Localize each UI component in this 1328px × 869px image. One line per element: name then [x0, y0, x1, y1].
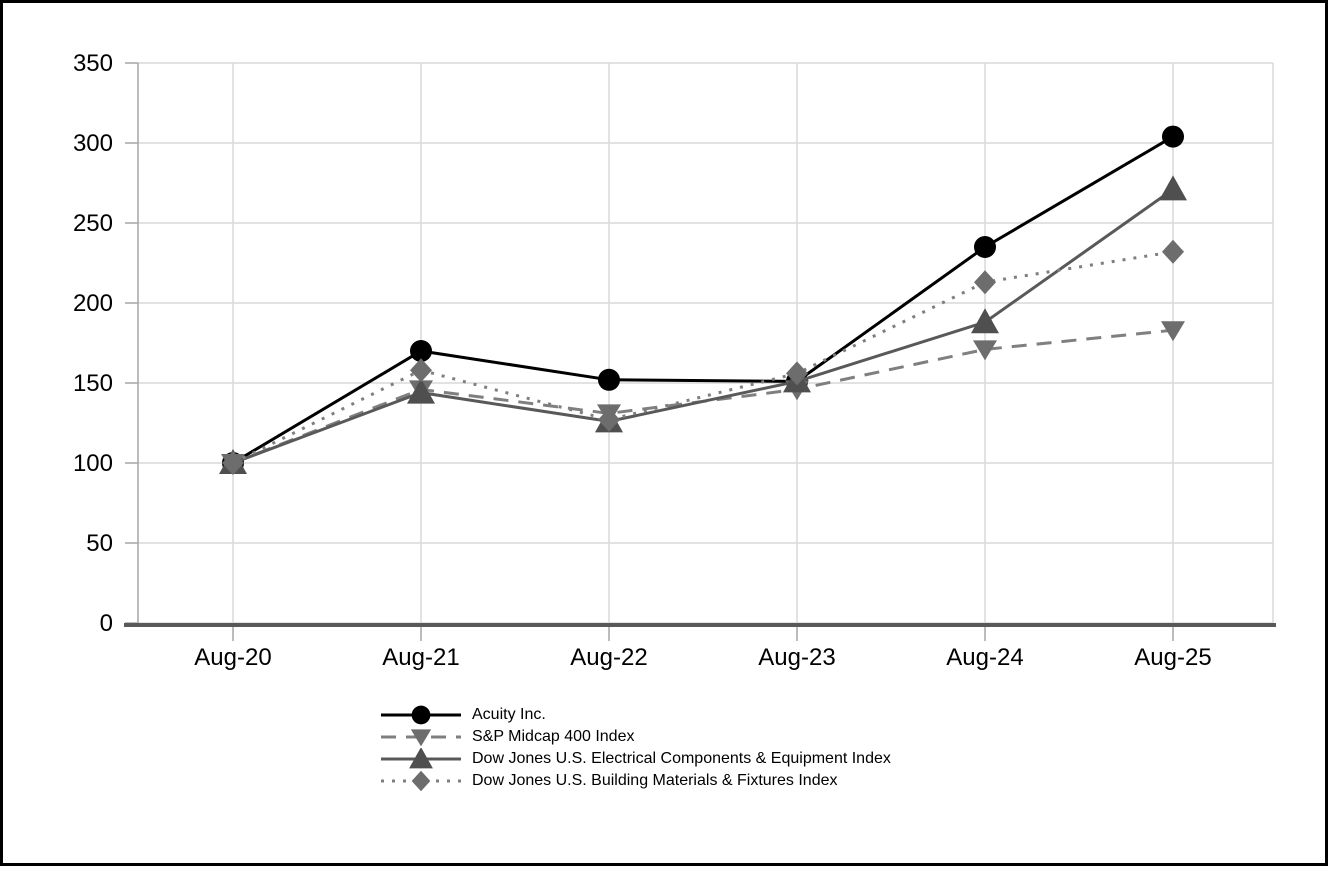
x-tick-label: Aug-23 — [758, 644, 835, 671]
series-0 — [222, 125, 1184, 474]
marker-diamond — [222, 451, 244, 475]
series-1 — [221, 321, 1185, 474]
legend-sample-triangle-up — [381, 748, 461, 769]
chart-legend: Acuity Inc. S&P Midcap 400 Index Dow Jones… — [379, 704, 891, 792]
marker-circle — [974, 236, 996, 258]
x-tick-label: Aug-24 — [946, 644, 1023, 671]
y-tick-label: 50 — [86, 530, 113, 557]
marker-diamond — [410, 358, 432, 383]
marker-circle — [410, 340, 432, 362]
legend-sample-circle — [381, 705, 461, 725]
marker-circle — [1162, 125, 1184, 148]
x-tick-label: Aug-22 — [570, 644, 647, 671]
legend-sample-diamond — [381, 770, 461, 792]
marker-triangle-down — [973, 340, 997, 361]
y-tick-label: 250 — [73, 210, 113, 237]
legend-item-1: S&P Midcap 400 Index — [379, 726, 891, 748]
series-line-1 — [232, 328, 1174, 465]
marker-triangle-up — [1159, 175, 1187, 201]
marker-circle — [411, 705, 431, 725]
x-tick-label: Aug-21 — [382, 644, 459, 671]
legend-sample-triangle-down — [381, 729, 461, 747]
series-line-2 — [232, 188, 1174, 465]
y-tick-label: 100 — [73, 450, 113, 477]
marker-diamond — [1162, 239, 1184, 264]
marker-diamond — [786, 361, 808, 386]
legend-label: Dow Jones U.S. Electrical Components & E… — [472, 750, 891, 767]
marker-triangle-up — [971, 308, 999, 334]
y-tick-label: 300 — [73, 130, 113, 157]
series-2 — [219, 175, 1187, 474]
y-tick-label: 200 — [73, 290, 113, 317]
marker-triangle-up — [407, 378, 435, 404]
marker-triangle-down — [410, 729, 432, 747]
series-3 — [222, 239, 1184, 475]
legend-item-3: Dow Jones U.S. Building Materials & Fixt… — [379, 770, 891, 792]
y-tick-label: 150 — [73, 370, 113, 397]
performance-line-chart: 0 50 100 150 200 250 300 350 Aug-20 Aug-21 Aug-22 A… — [73, 50, 1276, 671]
marker-circle — [598, 368, 620, 391]
marker-diamond — [598, 407, 620, 432]
y-tick-label: 0 — [100, 610, 113, 637]
legend-label: Dow Jones U.S. Building Materials & Fixt… — [472, 772, 838, 789]
legend-label: S&P Midcap 400 Index — [472, 728, 635, 745]
marker-triangle-down — [1161, 321, 1185, 342]
y-tick-label: 350 — [73, 50, 113, 77]
legend-item-0: Acuity Inc. — [379, 704, 891, 726]
marker-diamond — [411, 770, 431, 792]
marker-triangle-up — [409, 748, 433, 769]
legend-label: Acuity Inc. — [472, 706, 546, 723]
x-tick-label: Aug-25 — [1134, 644, 1211, 671]
x-tick-label: Aug-20 — [194, 644, 271, 671]
series-line-0 — [232, 135, 1174, 465]
series-line-3 — [232, 250, 1174, 465]
legend-item-2: Dow Jones U.S. Electrical Components & E… — [379, 748, 891, 770]
marker-diamond — [974, 270, 996, 295]
